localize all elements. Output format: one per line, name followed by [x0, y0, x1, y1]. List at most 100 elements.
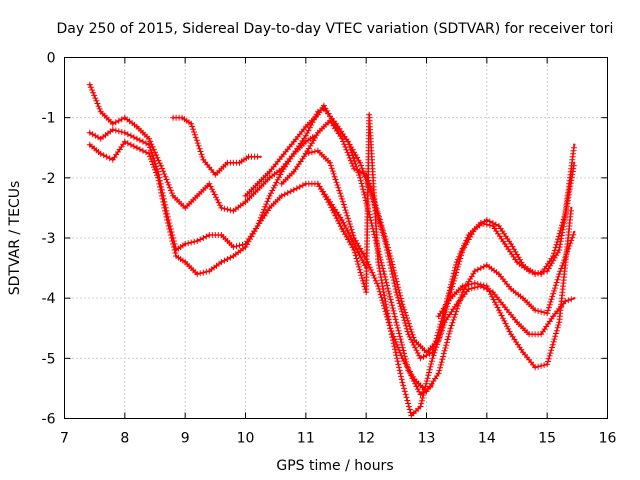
- data-point: [425, 351, 428, 354]
- y-tick-label: -5: [42, 351, 56, 367]
- x-tick-label: 15: [538, 431, 556, 447]
- data-point: [184, 260, 187, 264]
- data-point: [328, 119, 332, 122]
- data-point: [485, 263, 488, 267]
- data-point: [135, 137, 139, 140]
- data-point: [352, 248, 356, 252]
- data-point: [564, 300, 567, 303]
- data-point: [184, 242, 187, 246]
- y-tick-label: -2: [42, 171, 56, 187]
- data-point: [147, 137, 151, 140]
- data-point: [461, 248, 464, 252]
- data-point: [232, 254, 235, 258]
- data-point: [413, 339, 416, 342]
- data-point: [546, 312, 549, 315]
- data-point: [280, 182, 283, 185]
- data-point: [573, 143, 576, 146]
- y-tick-labels: 0 -1 -2 -3 -4 -5 -6: [42, 51, 56, 428]
- data-point: [533, 366, 537, 369]
- series-line: [172, 116, 262, 176]
- data-point: [371, 224, 374, 228]
- data-point: [401, 303, 404, 306]
- data-point: [449, 297, 452, 300]
- x-tick-label: 13: [418, 431, 436, 447]
- data-point: [413, 378, 416, 381]
- data-point: [539, 333, 543, 336]
- data-point: [244, 194, 247, 198]
- data-point: [247, 155, 250, 158]
- data-point: [196, 239, 199, 243]
- x-tick-label: 11: [297, 431, 315, 447]
- data-point: [340, 137, 344, 140]
- data-point: [214, 173, 217, 176]
- data-point: [99, 110, 102, 113]
- axis-ticks: [64, 57, 608, 419]
- data-point: [292, 152, 295, 155]
- data-point: [165, 218, 169, 222]
- y-tick-label: -1: [42, 111, 56, 127]
- series-track-7: [302, 147, 577, 395]
- data-point: [365, 290, 368, 294]
- data-point: [292, 170, 295, 173]
- data-point: [558, 248, 561, 252]
- data-point: [156, 176, 160, 179]
- series-markers: [435, 207, 574, 371]
- data-point: [256, 188, 259, 192]
- data-point: [521, 297, 525, 300]
- plot-frame: [64, 57, 608, 419]
- data-point: [389, 254, 392, 258]
- data-point: [340, 227, 344, 231]
- data-point: [509, 333, 513, 336]
- series-track-4: [170, 114, 262, 178]
- data-point: [358, 161, 362, 164]
- data-point: [437, 372, 440, 375]
- data-point: [389, 327, 392, 330]
- data-point: [558, 321, 561, 324]
- data-point: [316, 182, 320, 185]
- data-point: [304, 182, 307, 185]
- data-point: [190, 122, 193, 125]
- data-point: [135, 125, 139, 128]
- data-point: [473, 227, 476, 231]
- data-point: [485, 284, 488, 288]
- data-point: [467, 287, 470, 291]
- data-point: [88, 143, 92, 146]
- data-point: [256, 182, 259, 185]
- x-tick-label: 16: [599, 431, 617, 447]
- data-point: [573, 230, 576, 234]
- data-point: [431, 357, 434, 360]
- data-series-group: [86, 81, 577, 419]
- data-point: [546, 363, 549, 366]
- x-tick-label: 14: [478, 431, 496, 447]
- data-point: [558, 272, 561, 276]
- data-point: [322, 104, 326, 107]
- data-point: [159, 164, 163, 167]
- data-point: [99, 137, 102, 140]
- data-point: [99, 152, 102, 155]
- data-point: [352, 236, 356, 240]
- data-point: [377, 284, 380, 288]
- data-point: [280, 194, 283, 198]
- data-point: [123, 140, 127, 143]
- data-point: [220, 260, 223, 264]
- series-track-3: [86, 105, 434, 398]
- data-point: [280, 155, 283, 158]
- data-point: [259, 155, 262, 158]
- data-point: [171, 194, 175, 198]
- data-point: [292, 140, 295, 143]
- data-point: [485, 218, 488, 222]
- data-point: [533, 272, 537, 276]
- data-point: [328, 161, 332, 164]
- data-point: [268, 170, 271, 173]
- chart-title: Day 250 of 2015, Sidereal Day-to-day VTE…: [57, 21, 614, 37]
- data-point: [437, 315, 440, 318]
- data-point: [268, 176, 271, 179]
- x-tick-label: 9: [181, 431, 190, 447]
- series-track-5: [242, 102, 577, 362]
- data-point: [226, 161, 229, 164]
- data-point: [455, 303, 458, 306]
- series-markers: [278, 117, 577, 356]
- series-track-6: [278, 117, 577, 356]
- data-point: [196, 194, 199, 198]
- data-point: [220, 233, 223, 237]
